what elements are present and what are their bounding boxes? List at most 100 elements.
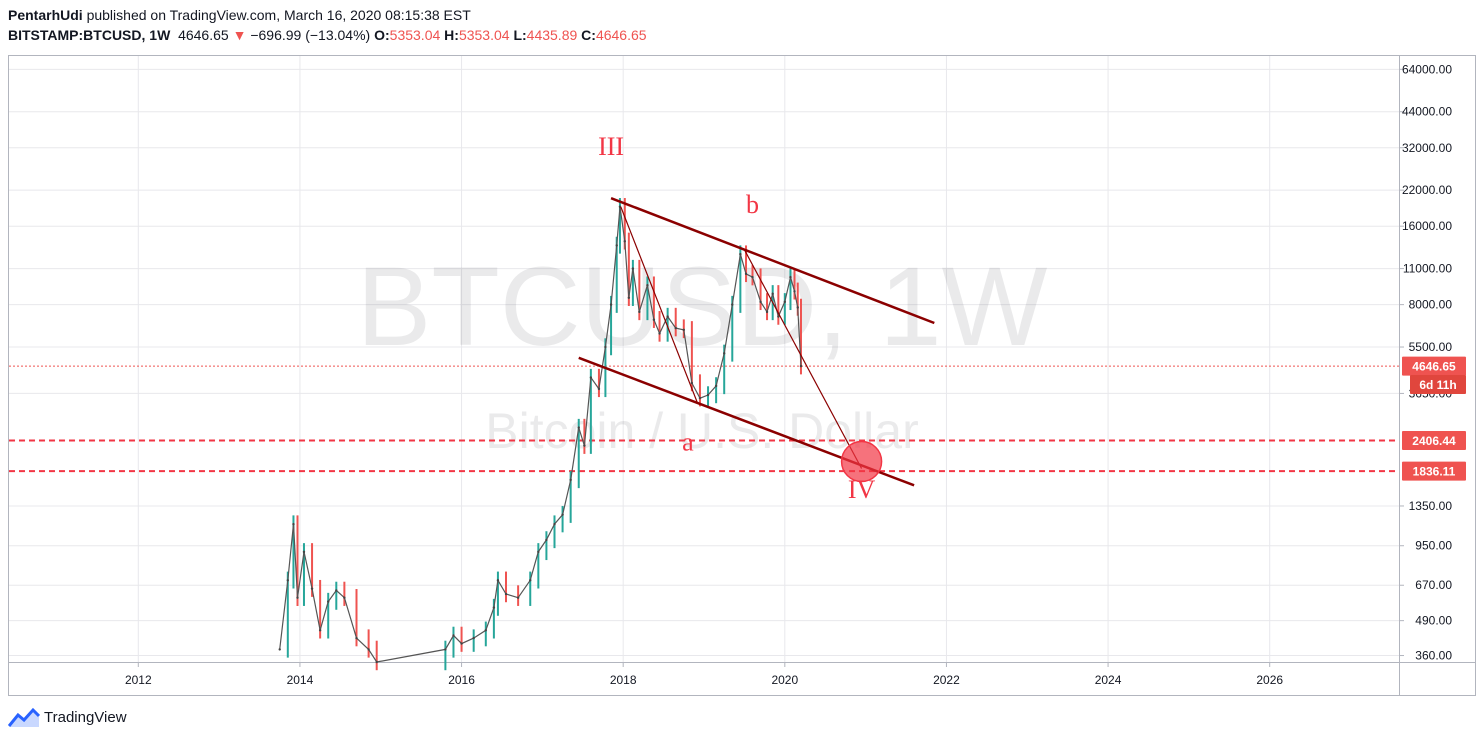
price-point (335, 589, 338, 592)
down-arrow-icon: ▼ (232, 27, 247, 43)
drawings[interactable] (578, 196, 935, 487)
price-point (698, 396, 702, 400)
wave-label: IV (848, 475, 876, 504)
price-point (609, 303, 613, 306)
brand-name[interactable]: TradingView (44, 708, 127, 726)
watermark: BTCUSD, 1W Bitcoin / U.S. Dollar (357, 244, 1048, 459)
target-circle (840, 440, 883, 483)
symbol-name[interactable]: BITSTAMP:BTCUSD (8, 27, 142, 43)
price-tick-label: 22000.00 (1402, 183, 1452, 197)
price-tick-label: 360.00 (1415, 649, 1452, 663)
price-tick-label: 44000.00 (1402, 105, 1452, 119)
time-axis[interactable]: 2012 2014 2016 2018 2020 2022 2024 2026 (125, 662, 1283, 687)
time-tick-label: 2026 (1256, 673, 1283, 687)
ohlc-legend: BITSTAMP:BTCUSD, 1W 4646.65 ▼ −696.99 (−… (8, 27, 647, 43)
price-point (777, 315, 780, 318)
time-tick-label: 2018 (610, 673, 637, 687)
price-point (658, 332, 661, 335)
price-point (367, 648, 370, 651)
wave-label: b (746, 190, 759, 219)
price-point (460, 642, 463, 645)
tradingview-logo-icon[interactable] (8, 706, 40, 728)
low-label: L: (513, 27, 527, 43)
price-point (444, 648, 447, 651)
price-point (759, 300, 762, 304)
price-point (343, 596, 346, 599)
price-point (674, 326, 677, 330)
price-point (739, 252, 742, 256)
price-point (545, 538, 548, 542)
time-tick-label: 2016 (448, 673, 475, 687)
price-point (690, 381, 694, 385)
time-tick-label: 2020 (771, 673, 798, 687)
price-point (553, 522, 556, 526)
price-label-text: 6d 11h (1419, 378, 1456, 392)
time-tick-label: 2022 (933, 673, 960, 687)
chart-header: PentarhUdi published on TradingView.com,… (8, 6, 647, 44)
price-point (569, 478, 572, 482)
price-point (731, 303, 734, 306)
price-point (652, 318, 656, 321)
grid (9, 56, 1399, 662)
price-label-text: 2406.44 (1412, 434, 1456, 448)
price-point (789, 275, 792, 279)
price-point (286, 579, 290, 582)
time-tick-label: 2012 (125, 673, 152, 687)
price-point (638, 310, 641, 314)
interval: 1W (149, 27, 171, 43)
high-value: 5353.04 (458, 27, 510, 43)
price-tick-label: 5500.00 (1409, 340, 1453, 354)
wave-label: III (598, 132, 624, 161)
price-point (631, 267, 635, 270)
price-point (504, 592, 508, 596)
wave-trend-line (743, 249, 863, 469)
price-point (771, 292, 774, 296)
price-point (296, 596, 299, 599)
chart-frame (8, 55, 1476, 696)
price-change: −696.99 (−13.04%) (250, 27, 371, 43)
wave-labels: III b a IV (598, 132, 875, 504)
price-point (646, 283, 649, 287)
price-tick-label: 11000.00 (1403, 262, 1452, 276)
author-name[interactable]: PentarhUdi (8, 7, 83, 23)
high-label: H: (444, 27, 459, 43)
time-tick-label: 2024 (1095, 673, 1122, 687)
price-point (516, 596, 520, 599)
price-tick-label: 64000.00 (1402, 62, 1452, 76)
price-point (484, 629, 488, 632)
price-label-text: 1836.11 (1413, 465, 1456, 479)
channel-trend-line (610, 196, 935, 325)
footer: TradingView (8, 706, 127, 728)
price-label-box (1402, 356, 1466, 376)
price-tick-label: 8000.00 (1409, 298, 1453, 312)
price-axis[interactable]: 64000.00 44000.00 32000.00 22000.00 16000.00… (1399, 62, 1453, 663)
price-point (765, 310, 769, 314)
last-price: 4646.65 (178, 27, 229, 43)
price-point (355, 636, 358, 640)
price-label-box (1402, 431, 1466, 451)
price-point (627, 296, 631, 299)
price-point (318, 629, 322, 632)
price-point (796, 306, 799, 309)
price-point (302, 550, 306, 554)
open-value: 5353.04 (389, 27, 441, 43)
close-value: 4646.65 (595, 27, 647, 43)
price-point (615, 244, 618, 247)
price-point (278, 648, 281, 651)
price-point (799, 364, 803, 368)
price-point (292, 522, 295, 526)
price-point (744, 272, 748, 276)
price-point (492, 606, 496, 609)
price-label-box (1402, 461, 1466, 481)
price-point (723, 352, 726, 355)
close-label: C: (581, 27, 596, 43)
price-point (537, 550, 540, 554)
price-tick-label: 490.00 (1415, 614, 1452, 628)
price-point (496, 579, 500, 582)
low-value: 4435.89 (526, 27, 578, 43)
price-point (327, 600, 330, 603)
price-point (783, 300, 787, 304)
price-label-text: 4646.65 (1412, 360, 1456, 374)
price-point (589, 376, 593, 379)
